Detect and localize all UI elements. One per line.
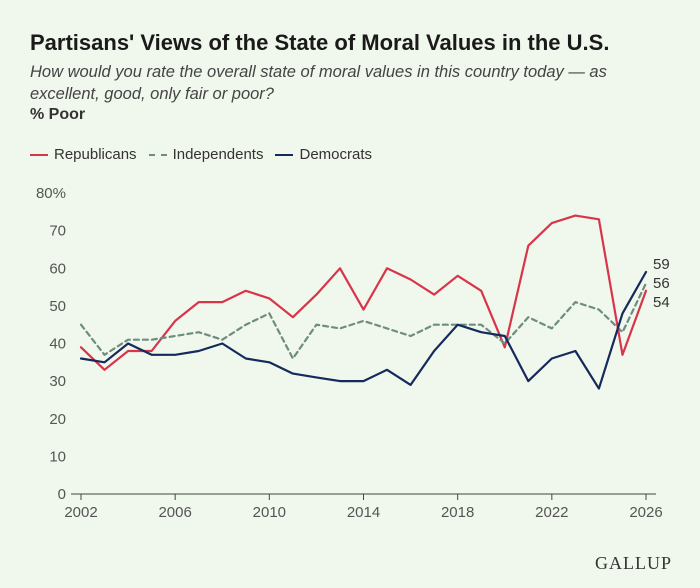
x-tick-label: 2006 — [158, 504, 191, 521]
y-tick-label: 20 — [49, 411, 66, 428]
legend-label-democrats: Democrats — [299, 146, 373, 163]
x-tick-label: 2014 — [347, 504, 380, 521]
y-tick-label: 0 — [58, 486, 66, 503]
y-tick-label: 50 — [49, 298, 66, 315]
series-line-democrats — [79, 270, 648, 390]
y-tick-label: 80% — [36, 185, 66, 202]
legend-label-independents: Independents — [172, 146, 264, 163]
gallup-logo: GALLUP — [595, 553, 672, 573]
end-label-republicans: 54 — [653, 294, 670, 311]
legend-item-democrats: Democrats — [275, 146, 372, 163]
y-tick-label: 10 — [49, 448, 66, 465]
y-tick-label: 60 — [49, 260, 66, 277]
x-tick-label: 2026 — [629, 504, 662, 521]
y-tick-label: 70 — [49, 223, 66, 240]
legend: Republicans Independents Democrats — [30, 146, 384, 163]
x-tick-label: 2022 — [535, 504, 568, 521]
legend-item-independents: Independents — [148, 146, 264, 163]
legend-item-republicans: Republicans — [30, 146, 137, 163]
legend-label-republicans: Republicans — [54, 146, 137, 163]
chart-subtitle: How would you rate the overall state of … — [30, 63, 607, 103]
end-label-independents: 56 — [653, 275, 670, 292]
chart-title: Partisans' Views of the State of Moral V… — [30, 30, 610, 55]
unit-label: % Poor — [30, 106, 86, 123]
legend-swatch-independents — [148, 153, 167, 156]
series-line-independents — [79, 282, 648, 360]
y-tick-label: 30 — [49, 373, 66, 390]
x-tick-label: 2002 — [64, 504, 97, 521]
end-label-democrats: 59 — [653, 256, 670, 273]
x-tick-label: 2010 — [253, 504, 286, 521]
x-tick-label: 2018 — [441, 504, 474, 521]
y-tick-label: 40 — [49, 336, 66, 353]
legend-swatch-republicans — [30, 153, 48, 156]
legend-swatch-democrats — [275, 153, 294, 156]
series-line-republicans — [79, 214, 648, 371]
